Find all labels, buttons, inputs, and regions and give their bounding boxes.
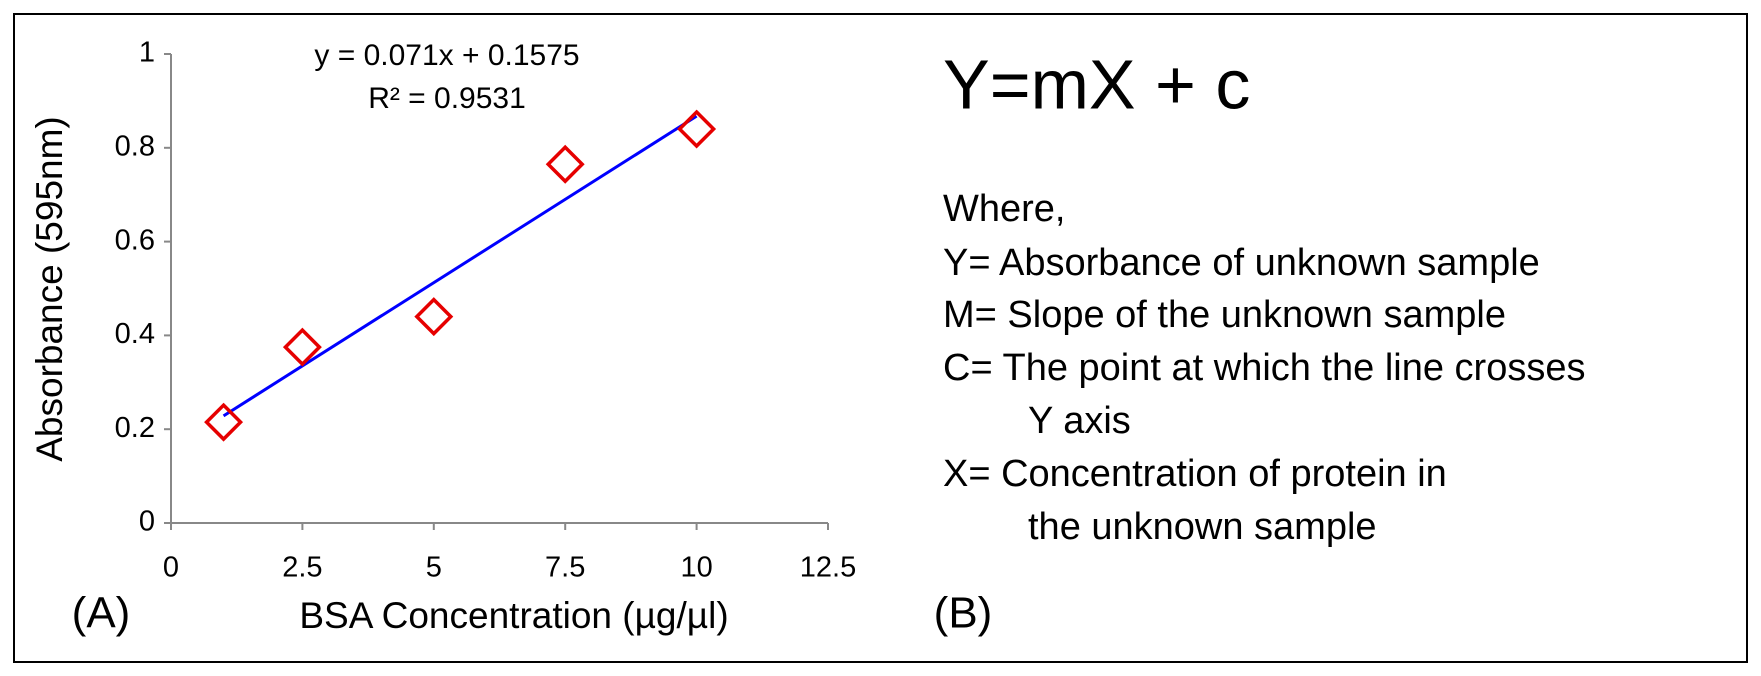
y-tick-label: 1 [139,37,155,69]
y-axis-label: Absorbance (595nm) [29,116,70,462]
x-axis-label: BSA Concentration (µg/µl) [299,595,728,636]
text-line: M= Slope of the unknown sample [943,294,1506,336]
model-equation: Y=mX + c [943,45,1250,123]
figure-border [13,13,1748,663]
data-point [204,402,244,442]
trend-equation: y = 0.071x + 0.1575 [314,39,579,72]
text-line: the unknown sample [1028,506,1377,548]
data-point [677,109,717,149]
data-point [282,327,322,367]
x-tick-label: 2.5 [282,552,322,584]
x-tick-label: 5 [426,552,442,584]
x-tick-label: 0 [163,552,179,584]
r-squared: R² = 0.9531 [368,82,526,115]
x-tick-label: 12.5 [800,552,856,584]
trendline [222,114,698,418]
panel-label: (B) [934,589,993,638]
text-line: C= The point at which the line crosses [943,347,1585,389]
text-line: Where, [943,188,1065,230]
x-tick-label: 7.5 [545,552,585,584]
panel-label: (A) [72,589,131,638]
y-tick-label: 0.8 [115,130,155,162]
text-line: Y axis [1028,400,1131,442]
text-line: Y= Absorbance of unknown sample [943,242,1540,284]
y-tick-label: 0.4 [115,318,155,350]
data-point [545,144,585,184]
text-line: X= Concentration of protein in [943,453,1447,495]
y-tick-label: 0 [139,506,155,538]
data-point [414,297,454,337]
y-tick-label: 0.6 [115,224,155,256]
y-tick-label: 0.2 [115,412,155,444]
x-tick-label: 10 [680,552,712,584]
